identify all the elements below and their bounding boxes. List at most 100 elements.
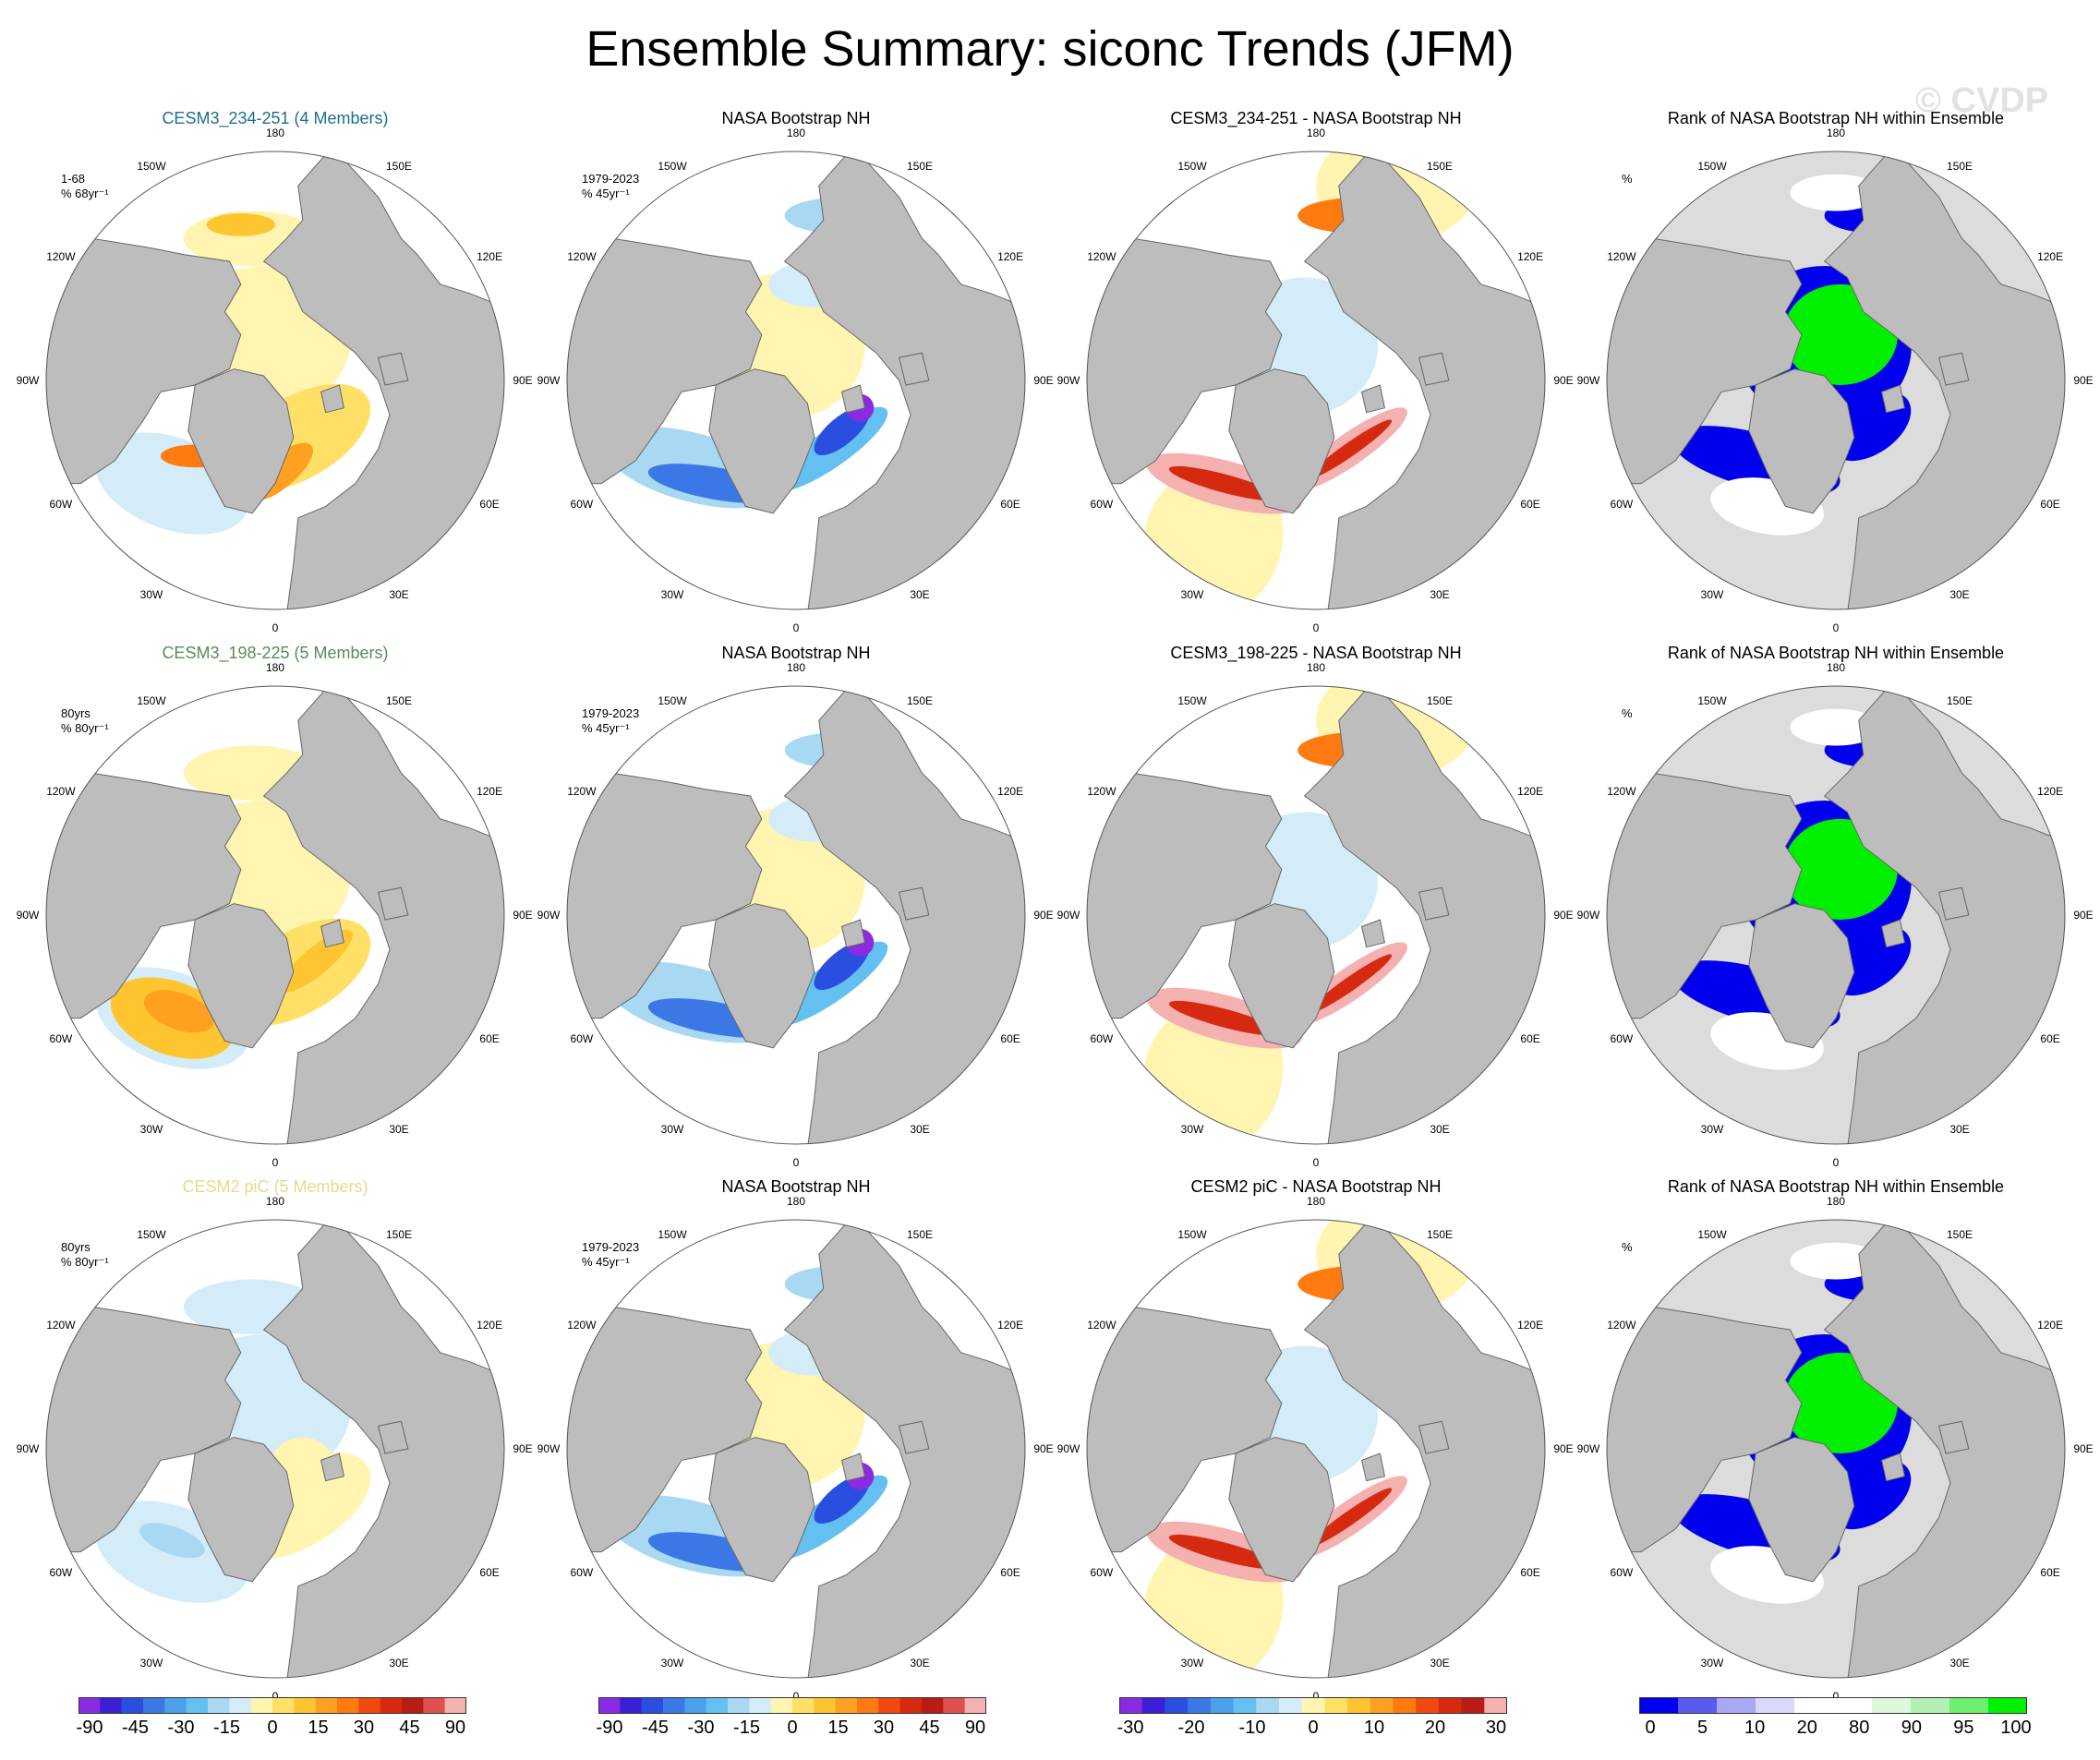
longitude-label: 90W [537,909,561,922]
land-mass [898,1420,930,1454]
polar-map [45,151,505,610]
land-mass [377,886,409,921]
longitude-label: 180 [786,127,806,139]
colorbar-swatch [1278,1697,1303,1714]
colorbar-outline [598,1697,986,1714]
longitude-label: 120E [2037,785,2064,798]
longitude-label: 60W [570,1566,594,1579]
longitude-label: 30W [1700,1657,1724,1670]
colorbar-tick-label: 30 [873,1718,895,1738]
colorbar-tick-label: 90 [444,1718,466,1738]
colorbar-swatch [250,1697,273,1714]
map-boundary [1086,685,1546,1145]
colorbar-outline [1639,1697,2027,1714]
land-mass [1937,352,1970,386]
colorbar-swatch [1301,1697,1325,1714]
colorbar-swatch [78,1697,101,1714]
longitude-label: 90E [513,909,533,922]
colorbar-swatch [272,1697,295,1714]
colorbar-swatch [641,1697,664,1714]
longitude-label: 90E [1033,1442,1054,1455]
colorbar-swatch [315,1697,338,1714]
colorbar-swatch [1988,1697,2027,1714]
land-mass [1228,903,1335,1049]
longitude-label: 30W [660,1123,684,1137]
land-mass [1881,919,1905,948]
land-mass [708,903,815,1049]
panel-title: NASA Bootstrap NH [721,1177,871,1196]
colorbar-swatch [684,1697,707,1714]
period-text: 1979-2023 [582,1240,640,1254]
longitude-label: 90E [1553,909,1574,922]
polar-map [1606,685,2066,1145]
colorbar-swatch [899,1697,923,1714]
map-boundary [1606,685,2066,1145]
longitude-label: 60E [1520,1032,1540,1045]
longitude-label: 120E [477,785,503,798]
longitude-label: 30W [1700,588,1724,602]
panel-title: Rank of NASA Bootstrap NH within Ensembl… [1667,109,2005,127]
map-boundary [1606,1219,2066,1679]
longitude-label: 150E [1426,1227,1454,1241]
colorbar-tick-label: 0 [267,1718,278,1738]
longitude-label: 60W [570,1032,594,1045]
map-panel-model: CESM3_198-225 (5 Members) 80yrs% 80yr⁻¹ 18… [17,644,533,1179]
land-mass [1937,1420,1970,1454]
longitude-label: 180 [1826,1195,1846,1208]
longitude-label: 0 [792,621,800,634]
colorbar-swatch [1639,1697,1679,1714]
longitude-label: 60E [479,498,500,511]
longitude-label: 120W [1087,1319,1116,1332]
colorbar-swatches [598,1697,986,1714]
trend-field [1790,174,1882,211]
colorbar-tick-label: 20 [1424,1718,1446,1738]
longitude-label: 90E [2073,374,2094,387]
trend-field [1309,954,1393,1014]
period-text: % [1622,706,1633,720]
panel-title: CESM3_198-225 (5 Members) [162,644,389,662]
map-panel-diff: CESM3_234-251 - NASA Bootstrap NH 180 150E… [1057,109,1574,645]
colorbar-outline [1119,1697,1507,1714]
colorbar-tick-label: 15 [308,1718,329,1738]
units-text: % 45yr⁻¹ [582,187,630,200]
longitude-label: 150E [1426,693,1454,707]
longitude-label: 90E [513,1442,533,1455]
colorbar-swatch [1210,1697,1235,1714]
colorbar-swatch [1949,1697,1989,1714]
colorbar-tick-label: -20 [1177,1718,1205,1738]
land-mass [1361,384,1385,414]
longitude-label: 120E [997,250,1024,263]
colorbar-swatch [835,1697,858,1714]
colorbar-rank: 0 5 10 20 80 90 95 100 [1639,1697,2032,1751]
longitude-label: 90E [2073,909,2094,922]
colorbar-swatch [143,1697,165,1714]
colorbar-tick-label: -45 [642,1718,669,1738]
panel-period-label: 80yrs% 80yr⁻¹ [61,706,109,736]
colorbar-swatch [1393,1697,1417,1714]
panel-period-label: 1-68% 68yr⁻¹ [61,172,109,201]
longitude-label: 150W [1177,159,1207,173]
period-text: 1-68 [61,172,86,186]
longitude-label: 90E [1553,1442,1574,1455]
map-boundary [45,151,505,610]
longitude-label: 120W [1607,250,1636,263]
longitude-label: 150W [137,1227,166,1241]
longitude-label: 150W [658,1227,687,1241]
colorbar-swatch [598,1697,621,1714]
longitude-label: 0 [1312,621,1320,634]
longitude-label: 30E [1949,588,1970,602]
longitude-label: 30E [389,1657,409,1670]
colorbar-swatches [1119,1697,1507,1714]
colorbar-tick-label: -30 [1116,1718,1144,1738]
longitude-label: 90E [2073,1442,2094,1455]
colorbar-swatch [728,1697,750,1714]
period-text: % [1622,172,1633,186]
polar-map [1606,1219,2066,1679]
period-text: % [1622,1240,1633,1254]
map-boundary [1606,151,2066,610]
colorbar-swatch [857,1697,879,1714]
map-panel-rank: Rank of NASA Bootstrap NH within Ensembl… [1577,644,2094,1179]
land-mass [1881,1453,1905,1482]
colorbar-swatch [814,1697,837,1714]
colorbar-tick-label: 30 [353,1718,375,1738]
